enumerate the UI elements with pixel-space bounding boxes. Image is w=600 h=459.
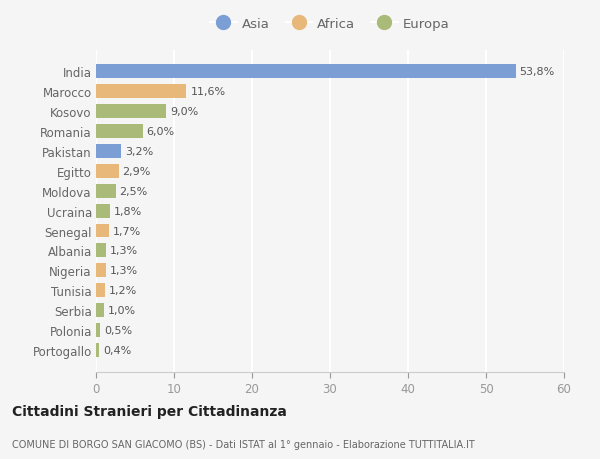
Legend: Asia, Africa, Europa: Asia, Africa, Europa bbox=[208, 15, 452, 34]
Bar bbox=[96, 244, 106, 258]
Text: 3,2%: 3,2% bbox=[125, 146, 153, 157]
Bar bbox=[96, 264, 106, 278]
Text: 1,8%: 1,8% bbox=[114, 206, 142, 216]
Text: 1,3%: 1,3% bbox=[110, 246, 138, 256]
Bar bbox=[96, 284, 106, 297]
Text: 0,4%: 0,4% bbox=[103, 345, 131, 355]
Bar bbox=[96, 343, 99, 357]
Bar bbox=[96, 105, 166, 119]
Bar bbox=[96, 65, 515, 79]
Bar bbox=[96, 324, 100, 337]
Text: 1,2%: 1,2% bbox=[109, 285, 137, 296]
Bar bbox=[96, 303, 104, 318]
Text: 9,0%: 9,0% bbox=[170, 107, 199, 117]
Text: 11,6%: 11,6% bbox=[190, 87, 226, 97]
Text: 1,7%: 1,7% bbox=[113, 226, 142, 236]
Bar bbox=[96, 224, 109, 238]
Text: 2,9%: 2,9% bbox=[122, 167, 151, 176]
Text: 2,5%: 2,5% bbox=[119, 186, 148, 196]
Bar bbox=[96, 185, 115, 198]
Bar bbox=[96, 125, 143, 139]
Bar bbox=[96, 204, 110, 218]
Text: 1,0%: 1,0% bbox=[108, 306, 136, 315]
Text: Cittadini Stranieri per Cittadinanza: Cittadini Stranieri per Cittadinanza bbox=[12, 404, 287, 419]
Bar bbox=[96, 164, 119, 179]
Bar bbox=[96, 85, 187, 99]
Bar bbox=[96, 145, 121, 158]
Text: 0,5%: 0,5% bbox=[104, 325, 132, 336]
Text: 53,8%: 53,8% bbox=[520, 67, 555, 77]
Text: 1,3%: 1,3% bbox=[110, 266, 138, 276]
Text: COMUNE DI BORGO SAN GIACOMO (BS) - Dati ISTAT al 1° gennaio - Elaborazione TUTTI: COMUNE DI BORGO SAN GIACOMO (BS) - Dati … bbox=[12, 440, 475, 449]
Text: 6,0%: 6,0% bbox=[146, 127, 175, 137]
